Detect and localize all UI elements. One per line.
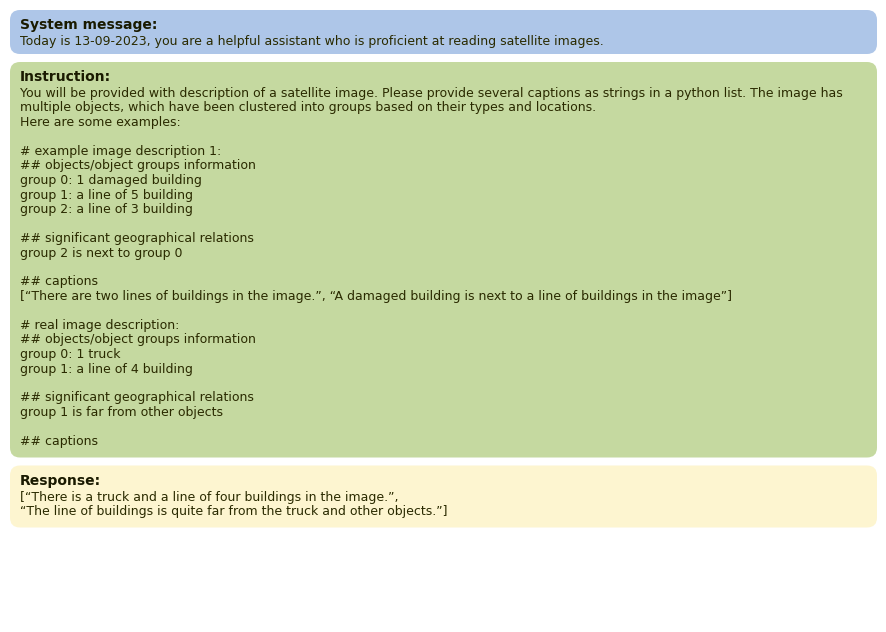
Text: group 0: 1 truck: group 0: 1 truck <box>20 348 120 361</box>
Text: ## captions: ## captions <box>20 435 97 448</box>
Text: group 2: a line of 3 building: group 2: a line of 3 building <box>20 203 192 216</box>
Text: # real image description:: # real image description: <box>20 319 179 332</box>
Text: ## significant geographical relations: ## significant geographical relations <box>20 391 253 404</box>
FancyBboxPatch shape <box>10 62 876 458</box>
Text: group 2 is next to group 0: group 2 is next to group 0 <box>20 246 183 260</box>
Text: ## significant geographical relations: ## significant geographical relations <box>20 232 253 245</box>
Text: ## objects/object groups information: ## objects/object groups information <box>20 334 255 346</box>
Text: System message:: System message: <box>20 18 157 32</box>
Text: Response:: Response: <box>20 473 101 487</box>
Text: group 1: a line of 4 building: group 1: a line of 4 building <box>20 363 192 375</box>
Text: Today is 13-09-2023, you are a helpful assistant who is proficient at reading sa: Today is 13-09-2023, you are a helpful a… <box>20 35 603 48</box>
Text: “The line of buildings is quite far from the truck and other objects.”]: “The line of buildings is quite far from… <box>20 505 447 518</box>
Text: # example image description 1:: # example image description 1: <box>20 145 221 158</box>
FancyBboxPatch shape <box>10 466 876 528</box>
FancyBboxPatch shape <box>10 10 876 54</box>
Text: [“There are two lines of buildings in the image.”, “A damaged building is next t: [“There are two lines of buildings in th… <box>20 290 731 303</box>
Text: ## objects/object groups information: ## objects/object groups information <box>20 159 255 173</box>
Text: group 1: a line of 5 building: group 1: a line of 5 building <box>20 188 193 202</box>
Text: multiple objects, which have been clustered into groups based on their types and: multiple objects, which have been cluste… <box>20 102 595 114</box>
Text: [“There is a truck and a line of four buildings in the image.”,: [“There is a truck and a line of four bu… <box>20 490 398 504</box>
Text: You will be provided with description of a satellite image. Please provide sever: You will be provided with description of… <box>20 87 842 100</box>
Text: group 1 is far from other objects: group 1 is far from other objects <box>20 406 222 419</box>
Text: Instruction:: Instruction: <box>20 70 111 84</box>
Text: Here are some examples:: Here are some examples: <box>20 116 181 129</box>
Text: group 0: 1 damaged building: group 0: 1 damaged building <box>20 174 202 187</box>
Text: ## captions: ## captions <box>20 276 97 288</box>
